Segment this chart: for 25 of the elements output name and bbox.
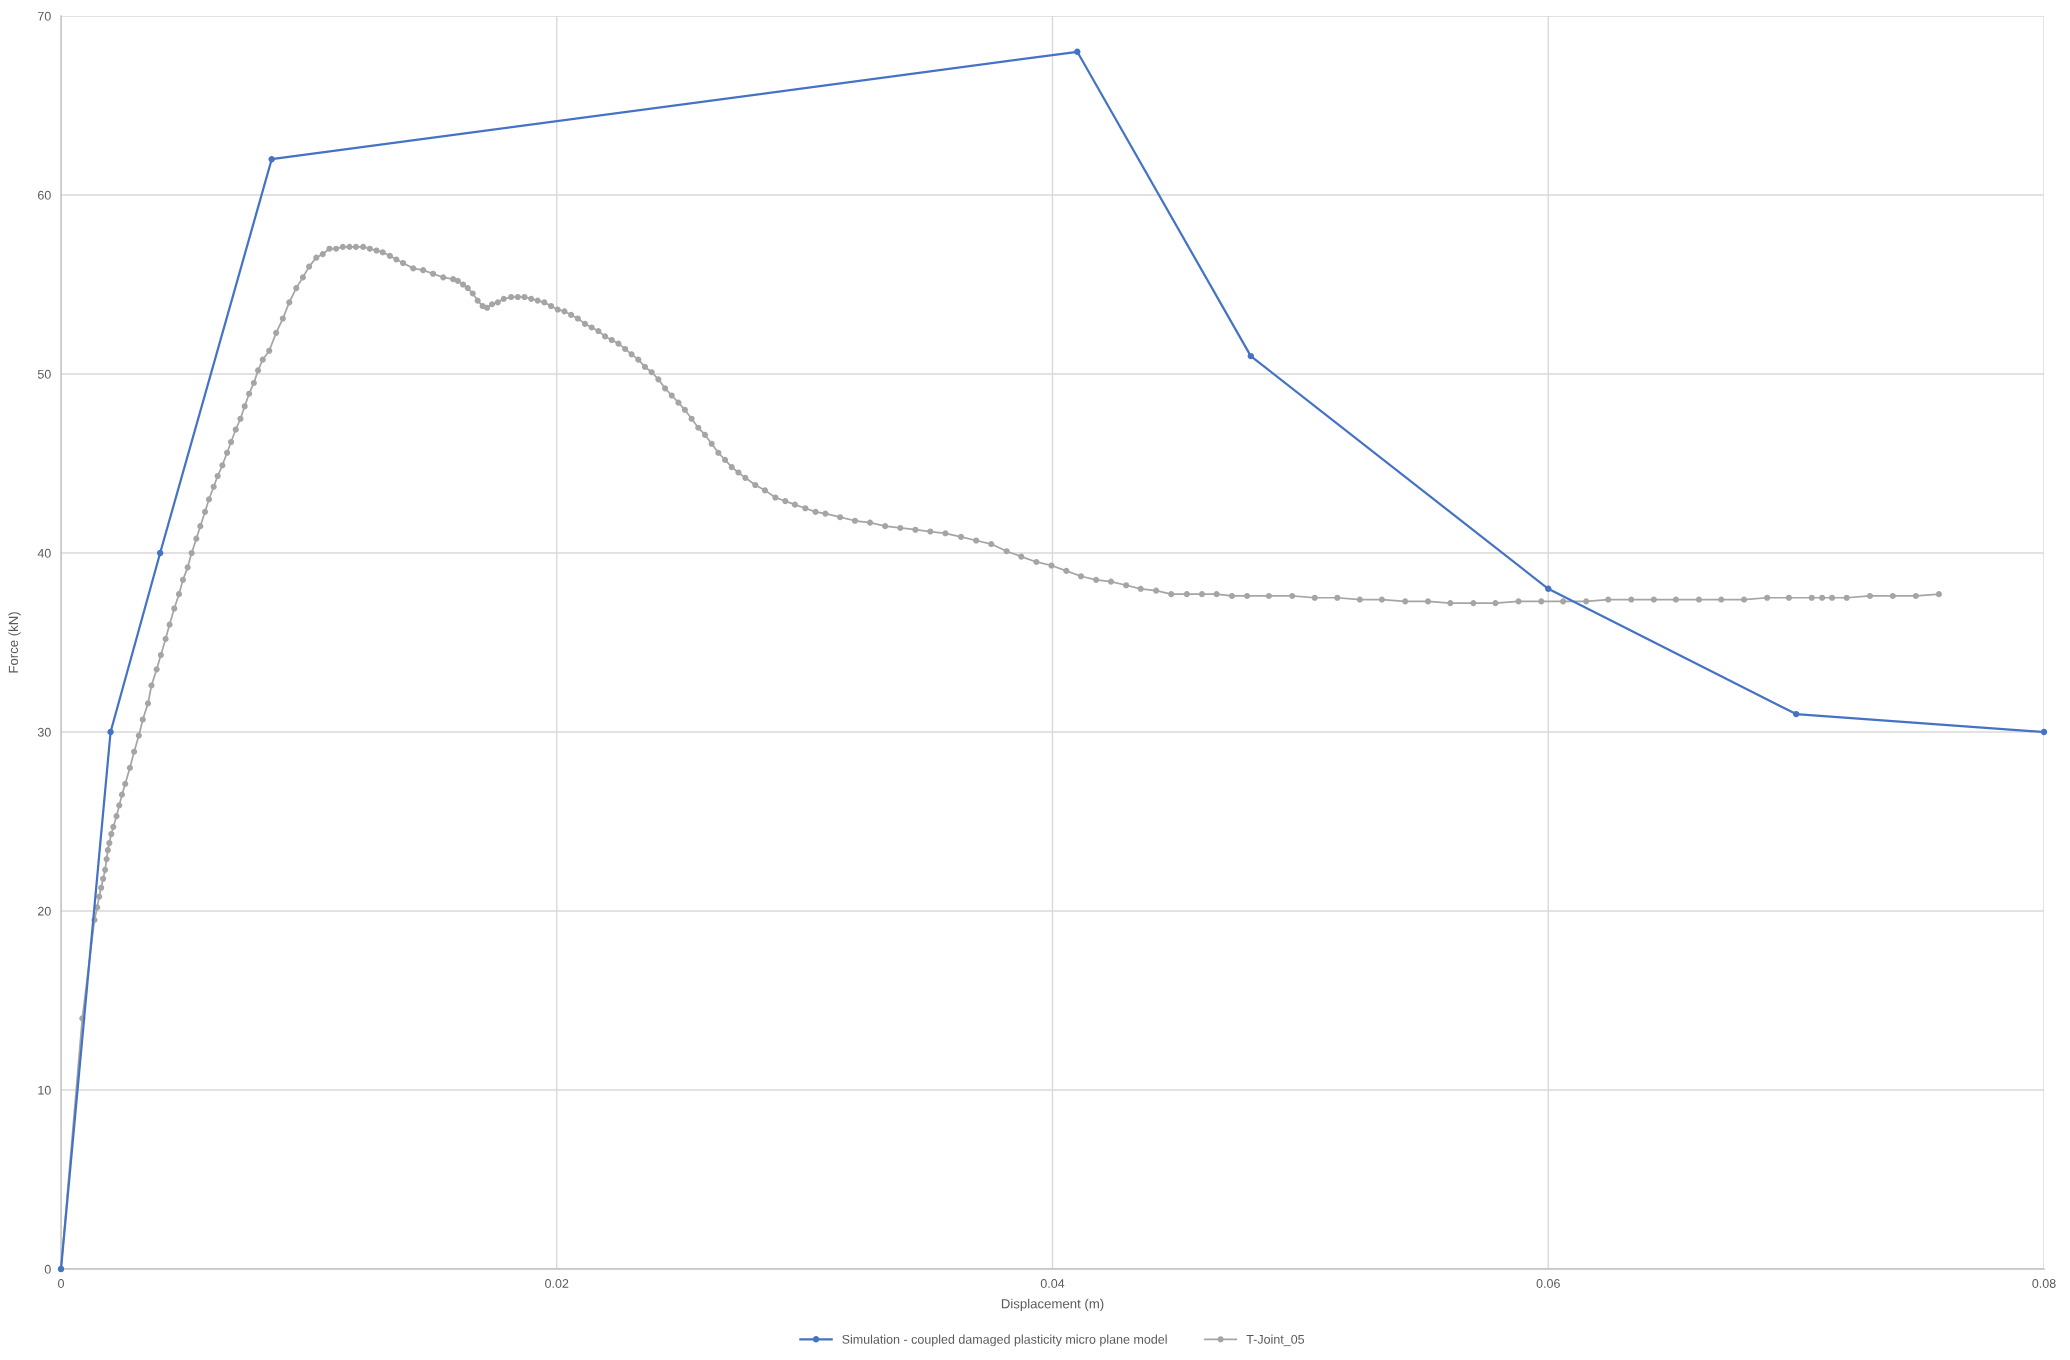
y-axis-title: Force (kN) <box>8 612 21 673</box>
y-tick-label: 50 <box>37 369 51 379</box>
point <box>1792 710 1800 718</box>
point <box>1074 48 1081 55</box>
x-tick-label: 0.04 <box>1040 1279 1065 1288</box>
point <box>1545 585 1552 592</box>
point <box>268 156 275 163</box>
y-tick-label: 10 <box>38 1085 51 1095</box>
y-tick-label: 40 <box>37 548 51 558</box>
legend-label: T-Joint_05 <box>1246 1334 1305 1347</box>
x-tick-label: 0.08 <box>2032 1279 2056 1288</box>
y-tick-label: 60 <box>38 190 51 200</box>
point <box>156 549 164 557</box>
y-tick-label: 70 <box>38 11 51 21</box>
y-tick-label: 0 <box>44 1264 51 1274</box>
y-tick-label: 20 <box>38 906 51 916</box>
y-tick-label: 30 <box>37 727 51 737</box>
x-tick-label: 0 <box>58 1279 64 1288</box>
point <box>1247 352 1254 360</box>
legend-label: Simulation - coupled damaged plasticity micro plane model <box>842 1334 1167 1347</box>
point <box>2040 728 2048 736</box>
point <box>107 728 114 736</box>
x-tick-label: 0.06 <box>1536 1279 1560 1288</box>
x-tick-label: 0.02 <box>545 1279 569 1288</box>
x-axis-title: Displacement (m) <box>1001 1298 1104 1312</box>
